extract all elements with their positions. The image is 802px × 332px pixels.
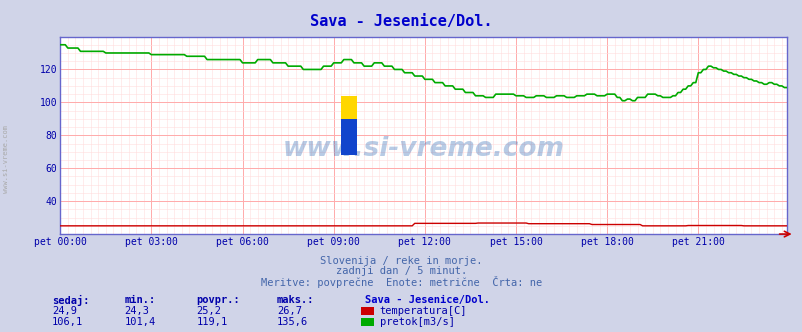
Text: sedaj:: sedaj: (52, 295, 90, 306)
Text: temperatura[C]: temperatura[C] (379, 306, 467, 316)
FancyBboxPatch shape (340, 120, 356, 155)
Text: maks.:: maks.: (277, 295, 314, 305)
Text: 101,4: 101,4 (124, 317, 156, 327)
Text: Sava - Jesenice/Dol.: Sava - Jesenice/Dol. (310, 14, 492, 29)
Text: Meritve: povprečne  Enote: metrične  Črta: ne: Meritve: povprečne Enote: metrične Črta:… (261, 276, 541, 288)
Text: povpr.:: povpr.: (196, 295, 240, 305)
Text: 25,2: 25,2 (196, 306, 221, 316)
Text: Sava - Jesenice/Dol.: Sava - Jesenice/Dol. (365, 295, 490, 305)
Text: www.si-vreme.com: www.si-vreme.com (3, 125, 10, 193)
Text: min.:: min.: (124, 295, 156, 305)
Text: 24,3: 24,3 (124, 306, 149, 316)
Text: www.si-vreme.com: www.si-vreme.com (282, 136, 564, 162)
Text: 24,9: 24,9 (52, 306, 77, 316)
Text: 119,1: 119,1 (196, 317, 228, 327)
Text: pretok[m3/s]: pretok[m3/s] (379, 317, 454, 327)
Text: 135,6: 135,6 (277, 317, 308, 327)
FancyBboxPatch shape (340, 96, 356, 131)
Text: 26,7: 26,7 (277, 306, 302, 316)
Text: zadnji dan / 5 minut.: zadnji dan / 5 minut. (335, 266, 467, 276)
Text: Slovenija / reke in morje.: Slovenija / reke in morje. (320, 256, 482, 266)
Text: 106,1: 106,1 (52, 317, 83, 327)
